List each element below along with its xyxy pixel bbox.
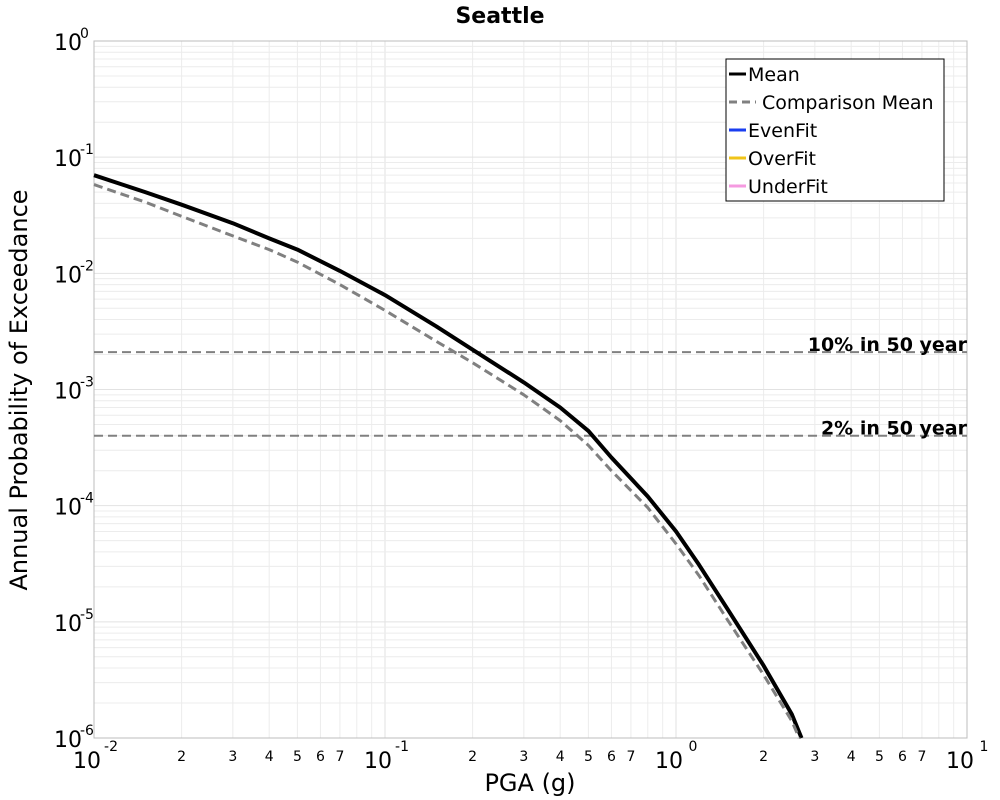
y-major-tick-label: 10 <box>54 263 82 288</box>
y-major-tick-label: 10 <box>54 728 82 753</box>
chart-title: Seattle <box>455 4 544 29</box>
x-minor-tick-label: 6 <box>316 749 325 765</box>
y-major-tick-label: 10 <box>54 31 82 56</box>
x-minor-tick-label: 4 <box>847 749 856 765</box>
x-minor-tick-label: 5 <box>875 749 884 765</box>
grid <box>93 41 967 739</box>
x-major-tick-label: 10 <box>655 749 683 774</box>
x-major-tick-label: 10 <box>73 749 101 774</box>
x-minor-tick-label: 3 <box>519 749 528 765</box>
x-minor-tick-label: 4 <box>265 749 274 765</box>
x-major-tick-label: 10 <box>364 749 392 774</box>
x-minor-tick-label: 2 <box>177 749 186 765</box>
y-major-tick-label: 10 <box>54 147 82 172</box>
y-major-tick-exponent: -6 <box>80 723 94 739</box>
series-lines <box>93 173 804 739</box>
x-minor-tick-label: 2 <box>759 749 768 765</box>
series-line-mean <box>93 173 804 739</box>
reference-line-label: 2% in 50 year <box>821 418 968 440</box>
y-axis-label: Annual Probability of Exceedance <box>5 189 33 590</box>
x-minor-tick-label: 2 <box>468 749 477 765</box>
y-major-tick-exponent: 0 <box>80 26 89 42</box>
x-minor-tick-label: 7 <box>335 749 344 765</box>
x-minor-tick-label: 4 <box>556 749 565 765</box>
y-major-tick-exponent: -3 <box>80 375 94 391</box>
x-minor-tick-label: 5 <box>293 749 302 765</box>
legend-label: UnderFit <box>748 176 828 198</box>
x-major-tick-exponent: -2 <box>104 739 118 755</box>
legend-box <box>725 58 945 202</box>
y-major-tick-label: 10 <box>54 612 82 637</box>
y-major-tick-exponent: -2 <box>80 258 94 274</box>
reference-lines: 10% in 50 year 2% in 50 year <box>94 334 968 440</box>
x-major-tick-exponent: -1 <box>395 739 409 755</box>
legend-label: OverFit <box>748 148 816 170</box>
reference-line-label: 10% in 50 year <box>808 334 968 356</box>
y-major-tick-label: 10 <box>54 380 82 405</box>
x-minor-tick-label: 3 <box>228 749 237 765</box>
legend-label: Comparison Mean <box>762 92 934 114</box>
legend-label: Mean <box>748 64 800 86</box>
x-minor-tick-label: 6 <box>607 749 616 765</box>
legend: Mean Comparison Mean EvenFit OverFit UnderFi… <box>725 58 945 202</box>
x-minor-tick-label: 5 <box>584 749 593 765</box>
x-minor-tick-label: 7 <box>917 749 926 765</box>
x-axis-label: PGA (g) <box>484 769 575 797</box>
y-major-tick-exponent: -4 <box>80 491 94 507</box>
y-major-tick-exponent: -1 <box>80 142 94 158</box>
series-line-comparison-mean <box>93 183 801 739</box>
x-minor-tick-label: 7 <box>626 749 635 765</box>
x-major-tick-label: 10 <box>946 749 974 774</box>
plot-frame <box>93 40 968 739</box>
x-minor-tick-label: 3 <box>810 749 819 765</box>
x-major-tick-exponent: 0 <box>689 739 698 755</box>
x-major-tick-exponent: 1 <box>980 739 989 755</box>
legend-label: EvenFit <box>748 120 817 142</box>
y-major-tick-exponent: -5 <box>80 607 94 623</box>
y-major-tick-label: 10 <box>54 496 82 521</box>
x-minor-tick-label: 6 <box>898 749 907 765</box>
